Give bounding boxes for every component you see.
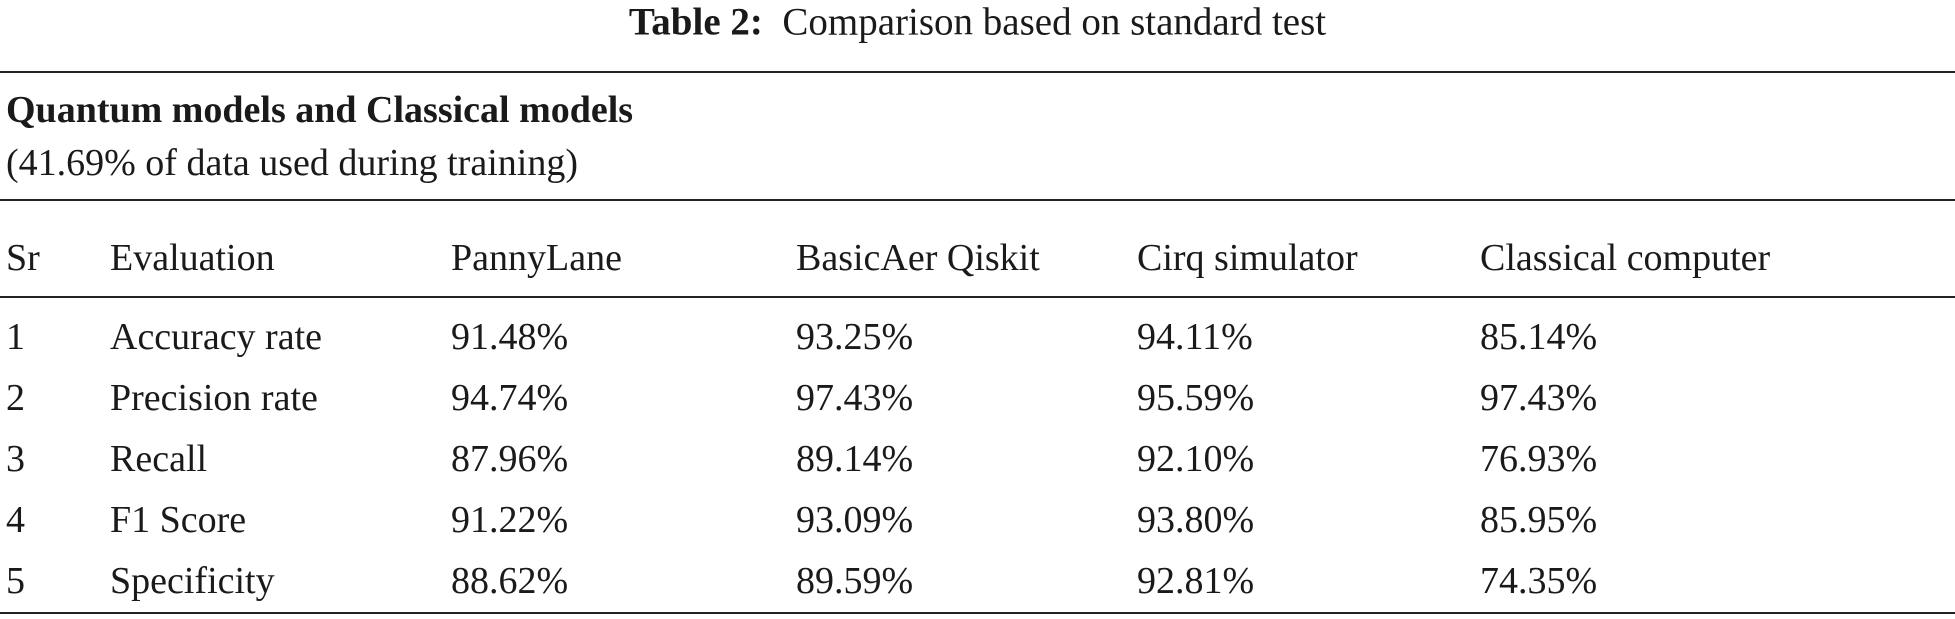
column-header: Cirq simulator <box>1137 237 1358 279</box>
table-cell: 76.93% <box>1480 438 1598 480</box>
table-cell: 93.09% <box>796 499 914 541</box>
table-cell: 3 <box>6 438 25 480</box>
table-cell: 92.10% <box>1137 438 1255 480</box>
table-cell: 74.35% <box>1480 560 1598 602</box>
table-cell: 97.43% <box>1480 377 1598 419</box>
table-cell: 89.59% <box>796 560 914 602</box>
table-cell: Specificity <box>110 560 275 602</box>
table-cell: 1 <box>6 316 25 358</box>
column-header: PannyLane <box>451 237 622 279</box>
section-title: Quantum models and Classical models <box>6 89 634 131</box>
table-cell: 4 <box>6 499 25 541</box>
table-cell: 5 <box>6 560 25 602</box>
table-cell: Recall <box>110 438 208 480</box>
column-header: Classical computer <box>1480 237 1771 279</box>
table-cell: 89.14% <box>796 438 914 480</box>
table-cell: 85.95% <box>1480 499 1598 541</box>
table-cell: 85.14% <box>1480 316 1598 358</box>
table-cell: 95.59% <box>1137 377 1255 419</box>
column-header: Sr <box>6 237 40 279</box>
section-rule <box>0 199 1955 201</box>
table-cell: F1 Score <box>110 499 247 541</box>
table-cell: 93.25% <box>796 316 914 358</box>
table-cell: 97.43% <box>796 377 914 419</box>
table-cell: 92.81% <box>1137 560 1255 602</box>
table-cell: 2 <box>6 377 25 419</box>
table-cell: 91.48% <box>451 316 569 358</box>
table-cell: 88.62% <box>451 560 569 602</box>
table-cell: Precision rate <box>110 377 318 419</box>
header-rule <box>0 296 1955 298</box>
table-cell: 87.96% <box>451 438 569 480</box>
caption-text: Comparison based on standard test <box>782 0 1327 44</box>
table-cell: 93.80% <box>1137 499 1255 541</box>
table-cell: Accuracy rate <box>110 316 323 358</box>
top-rule <box>0 71 1955 73</box>
column-header: Evaluation <box>110 237 275 279</box>
section-subtitle: (41.69% of data used during training) <box>6 142 578 184</box>
table-cell: 94.74% <box>451 377 569 419</box>
table-cell: 94.11% <box>1137 316 1253 358</box>
table-cell: 91.22% <box>451 499 569 541</box>
caption: Table 2: Comparison based on standard te… <box>0 3 1955 42</box>
bottom-rule <box>0 612 1955 614</box>
caption-label: Table 2: <box>628 0 763 44</box>
column-header: BasicAer Qiskit <box>796 237 1040 279</box>
